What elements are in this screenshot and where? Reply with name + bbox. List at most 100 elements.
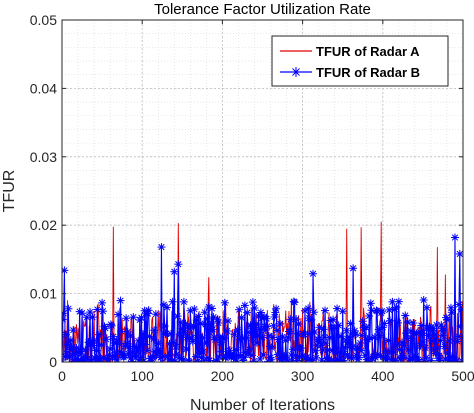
data-point-radar-b (123, 327, 132, 336)
data-point-radar-b (447, 308, 456, 317)
data-point-radar-b (157, 243, 166, 252)
data-point-radar-b (223, 326, 232, 335)
data-point-radar-b (255, 325, 264, 334)
data-point-radar-b (286, 315, 295, 324)
data-point-radar-b (202, 338, 211, 347)
data-point-radar-b (323, 345, 332, 354)
x-axis-label: Number of Iterations (190, 397, 335, 413)
data-point-radar-b (122, 314, 131, 323)
data-point-radar-b (220, 298, 229, 307)
data-point-radar-b (248, 298, 257, 307)
legend-label-radar-b: TFUR of Radar B (316, 65, 420, 80)
data-point-radar-b (150, 326, 159, 335)
ticks: 0 100 200 300 400 500 0 0.01 0.02 0.03 0.04 0.05 (30, 12, 474, 384)
data-point-radar-b (285, 327, 294, 336)
legend-label-radar-a: TFUR of Radar A (316, 44, 420, 59)
data-point-radar-b (129, 313, 138, 322)
data-point-radar-b (450, 233, 459, 242)
data-point-radar-b (188, 337, 197, 346)
data-point-radar-b (356, 339, 365, 348)
data-point-radar-b (93, 305, 102, 314)
data-point-radar-b (426, 356, 435, 362)
data-point-radar-b (262, 314, 271, 323)
data-point-radar-b (230, 330, 239, 339)
data-point-radar-b (137, 313, 146, 322)
data-point-radar-b (354, 353, 363, 362)
data-point-radar-b (406, 327, 415, 336)
data-point-radar-b (69, 326, 78, 335)
data-point-radar-b (139, 330, 148, 339)
legend: TFUR of Radar A TFUR of Radar B (271, 35, 449, 87)
data-point-radar-b (385, 305, 394, 314)
data-point-radar-b (214, 319, 223, 328)
data-point-radar-b (134, 336, 143, 345)
data-point-radar-b (64, 304, 73, 313)
data-point-radar-b (151, 310, 160, 319)
data-point-radar-b (434, 351, 443, 360)
data-point-radar-b (232, 345, 241, 354)
data-point-radar-b (85, 338, 94, 347)
data-point-radar-b (268, 333, 277, 342)
data-point-radar-b (329, 315, 338, 324)
data-point-radar-b (107, 321, 116, 330)
data-point-radar-b (308, 356, 317, 362)
data-point-radar-b (438, 331, 447, 340)
data-point-radar-b (418, 338, 427, 347)
y-tick-label: 0.03 (30, 149, 57, 165)
data-point-radar-b (207, 304, 216, 313)
data-point-radar-b (270, 312, 279, 321)
data-point-radar-b (310, 328, 319, 337)
data-point-radar-b (319, 325, 328, 334)
data-point-radar-b (182, 345, 191, 354)
chart-title: Tolerance Factor Utilization Rate (154, 1, 371, 18)
data-point-radar-b (199, 347, 208, 356)
data-point-radar-b (307, 315, 316, 324)
data-point-radar-b (116, 296, 125, 305)
data-point-radar-b (67, 343, 76, 352)
data-point-radar-b (232, 354, 241, 362)
data-point-radar-b (422, 303, 431, 312)
data-point-radar-b (288, 345, 297, 354)
y-tick-label: 0 (49, 354, 57, 370)
data-point-radar-b (430, 330, 439, 339)
x-tick-label: 100 (131, 368, 155, 384)
data-point-radar-b (268, 343, 277, 352)
data-point-radar-b (109, 332, 118, 341)
data-point-radar-b (321, 339, 330, 348)
data-point-radar-b (417, 321, 426, 330)
data-point-radar-b (220, 334, 229, 343)
data-point-radar-b (435, 356, 444, 362)
legend-asterisk-icon (291, 67, 301, 77)
data-point-radar-b (176, 318, 185, 327)
data-point-radar-b (445, 337, 454, 346)
data-point-radar-b (339, 356, 348, 362)
data-point-radar-b (459, 332, 463, 341)
data-point-radar-b (133, 346, 142, 355)
data-point-radar-b (168, 297, 177, 306)
data-point-radar-b (433, 344, 442, 353)
data-point-radar-b (276, 319, 285, 328)
data-point-radar-b (436, 336, 445, 345)
data-point-radar-b (259, 350, 268, 359)
data-point-radar-b (341, 343, 350, 352)
data-point-radar-b (290, 298, 299, 307)
data-point-radar-b (173, 312, 182, 321)
data-point-radar-b (366, 299, 375, 308)
data-point-radar-b (244, 328, 253, 337)
data-point-radar-b (358, 317, 367, 326)
data-point-radar-b (421, 343, 430, 352)
data-point-radar-b (252, 320, 261, 329)
data-point-radar-b (351, 330, 360, 339)
data-point-radar-b (163, 303, 172, 312)
data-point-radar-b (114, 310, 123, 319)
data-point-radar-b (309, 308, 318, 317)
x-tick-label: 300 (291, 368, 315, 384)
data-point-radar-b (81, 345, 90, 354)
data-point-radar-b (453, 337, 462, 346)
data-point-radar-b (62, 266, 69, 275)
data-point-radar-b (409, 318, 418, 327)
data-point-radar-b (258, 333, 267, 342)
data-point-radar-b (106, 344, 115, 353)
data-point-radar-b (263, 322, 272, 331)
